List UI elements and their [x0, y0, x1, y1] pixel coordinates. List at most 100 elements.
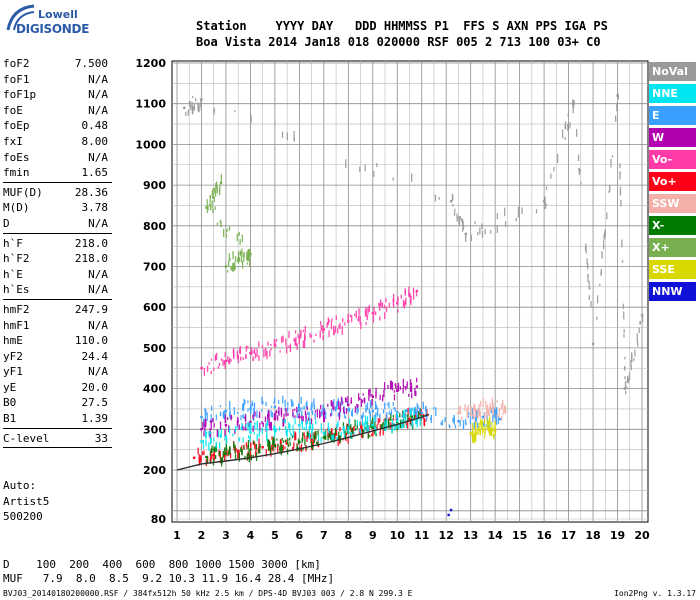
data-mark — [482, 427, 484, 432]
data-mark — [253, 412, 255, 422]
data-mark — [331, 435, 333, 440]
data-mark — [425, 414, 428, 422]
data-mark — [252, 356, 254, 362]
data-mark — [408, 393, 410, 397]
data-mark — [492, 425, 494, 432]
digisonde-logo: Lowell DIGISONDE — [4, 2, 89, 40]
data-mark — [248, 453, 250, 461]
data-mark — [347, 313, 349, 323]
data-mark — [314, 434, 316, 441]
data-mark — [475, 416, 478, 423]
data-mark — [587, 274, 589, 283]
data-mark — [408, 286, 410, 292]
data-point — [542, 200, 546, 203]
data-mark — [399, 412, 401, 418]
data-mark — [407, 413, 409, 422]
data-mark — [372, 314, 375, 323]
data-mark — [492, 406, 494, 416]
data-mark — [359, 166, 361, 173]
data-mark — [233, 441, 235, 449]
data-mark — [206, 412, 208, 421]
data-mark — [270, 405, 273, 408]
data-mark — [314, 410, 317, 413]
data-mark — [491, 428, 493, 437]
data-mark — [357, 408, 359, 413]
data-point — [322, 436, 326, 439]
data-mark — [230, 414, 232, 421]
data-mark — [213, 109, 216, 113]
data-mark — [234, 454, 237, 460]
data-mark — [243, 252, 245, 262]
data-mark — [624, 356, 626, 360]
data-mark — [250, 114, 252, 124]
data-mark — [316, 409, 319, 418]
data-mark — [356, 420, 359, 426]
data-mark — [606, 212, 608, 220]
data-mark — [189, 101, 191, 104]
data-mark — [265, 424, 268, 431]
data-mark — [544, 196, 546, 206]
data-mark — [405, 422, 407, 425]
data-mark — [496, 400, 498, 403]
data-mark — [317, 434, 320, 442]
data-mark — [517, 214, 520, 218]
data-mark — [575, 129, 578, 137]
data-mark — [290, 398, 293, 403]
data-mark — [249, 422, 251, 429]
data-mark — [585, 243, 587, 251]
data-mark — [287, 412, 289, 416]
data-mark — [269, 422, 272, 425]
data-mark — [360, 322, 362, 330]
data-mark — [347, 424, 350, 427]
data-mark — [367, 425, 370, 433]
data-mark — [459, 410, 462, 415]
data-mark — [535, 209, 538, 214]
data-mark — [461, 228, 464, 232]
data-mark — [202, 421, 204, 430]
data-point — [200, 415, 203, 419]
data-mark — [310, 440, 313, 449]
data-mark — [254, 422, 256, 431]
data-mark — [360, 421, 362, 430]
param-value: 218.0 — [74, 252, 108, 266]
data-mark — [287, 402, 289, 407]
data-mark — [324, 431, 326, 436]
data-mark — [467, 404, 469, 413]
data-mark — [289, 437, 291, 441]
data-mark — [245, 414, 247, 423]
data-point — [616, 94, 619, 97]
data-mark — [454, 208, 456, 211]
param-row: foEs N/A — [0, 150, 115, 166]
data-mark — [224, 352, 226, 358]
data-mark — [389, 380, 392, 390]
data-mark — [241, 422, 243, 431]
data-mark — [468, 412, 470, 416]
data-mark — [338, 324, 340, 328]
data-mark — [282, 418, 285, 427]
data-mark — [334, 427, 337, 435]
data-mark — [249, 248, 251, 258]
data-mark — [438, 197, 440, 200]
data-mark — [236, 350, 239, 360]
data-mark — [414, 409, 416, 415]
data-mark — [330, 320, 333, 330]
data-mark — [374, 400, 377, 410]
data-mark — [223, 438, 226, 441]
data-mark — [298, 413, 300, 419]
data-mark — [503, 408, 505, 413]
data-mark — [209, 195, 211, 203]
data-mark — [214, 206, 216, 210]
data-mark — [458, 215, 460, 224]
data-mark — [258, 438, 260, 448]
data-mark — [500, 403, 503, 410]
y-tick-label: 900 — [143, 179, 166, 192]
data-mark — [385, 298, 387, 303]
data-mark — [218, 430, 220, 438]
data-mark — [425, 409, 427, 418]
data-mark — [204, 412, 207, 415]
data-point — [224, 409, 228, 413]
data-mark — [361, 399, 364, 403]
data-mark — [232, 349, 235, 354]
data-mark — [490, 229, 492, 234]
data-mark — [483, 421, 485, 427]
